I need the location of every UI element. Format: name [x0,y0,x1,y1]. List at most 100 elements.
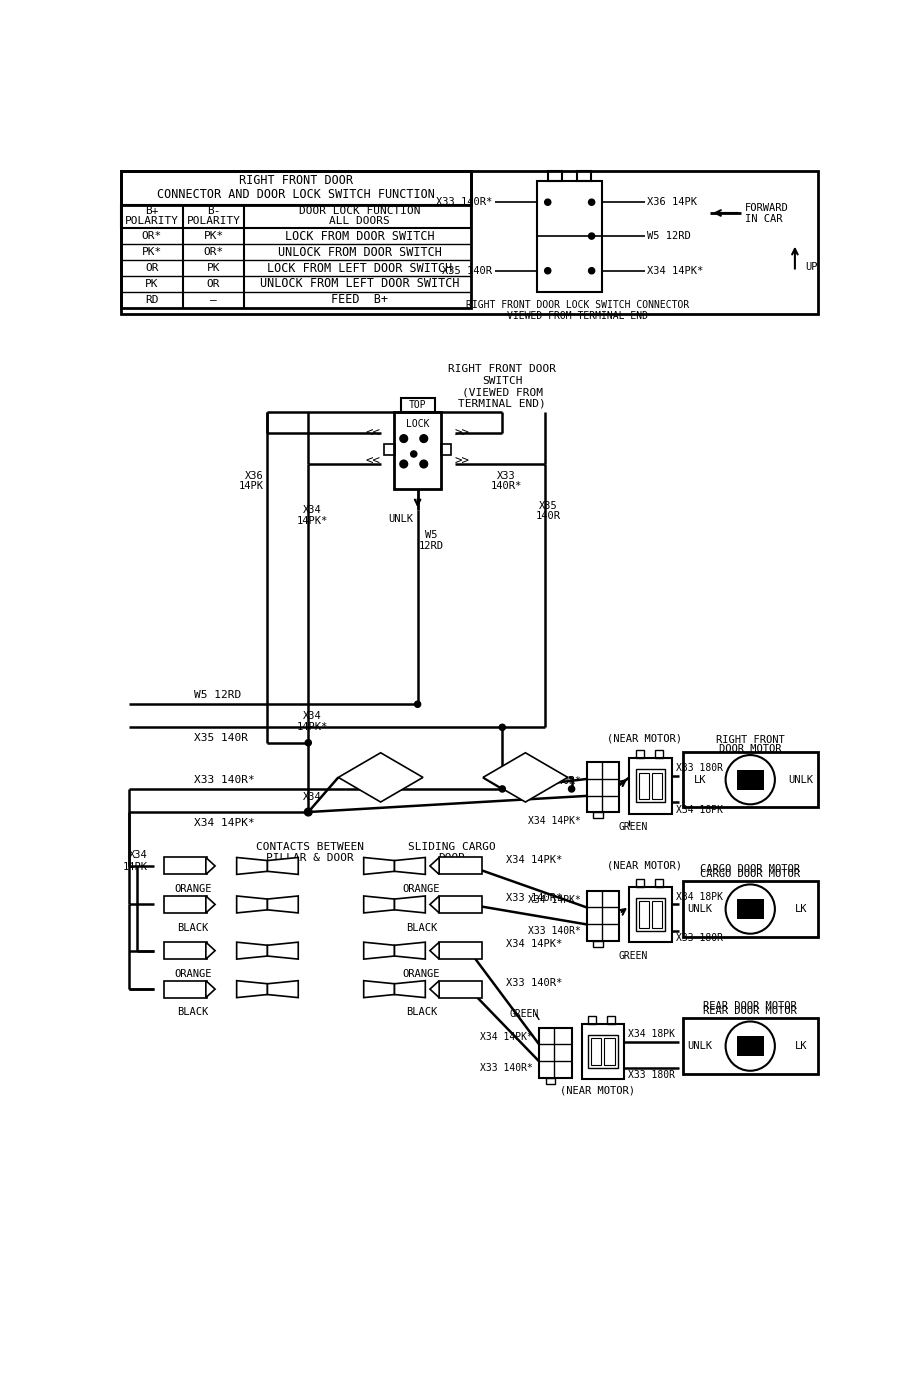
Circle shape [725,1022,774,1071]
Polygon shape [236,942,267,960]
Text: REAR DOOR MOTOR: REAR DOOR MOTOR [703,1005,796,1016]
Text: BLACK: BLACK [405,1007,437,1018]
Bar [683,1019,817,1074]
Text: (NEAR MOTOR): (NEAR MOTOR) [607,734,682,744]
Text: FEED  B+: FEED B+ [331,293,388,306]
Text: UNLK: UNLK [389,515,414,525]
Text: <<: << [365,427,380,439]
Text: X33 140R*: X33 140R* [194,775,255,785]
Text: X35: X35 [539,501,557,511]
Bar [586,761,618,812]
Text: SWITCH: SWITCH [482,376,522,386]
Polygon shape [482,753,567,801]
Text: ALL DOORS: ALL DOORS [329,216,390,226]
Circle shape [400,435,407,442]
Bar [638,772,648,799]
Text: OR: OR [207,280,220,289]
Bar [654,879,663,887]
Text: X34 18PK: X34 18PK [675,804,721,815]
Polygon shape [338,753,423,801]
Circle shape [588,200,594,205]
Text: BLACK: BLACK [177,1007,209,1018]
Circle shape [588,267,594,274]
Text: CONNECTOR AND DOOR LOCK SWITCH FUNCTION: CONNECTOR AND DOOR LOCK SWITCH FUNCTION [157,189,435,201]
Bar [586,891,618,940]
Text: X36 14PK: X36 14PK [646,197,697,207]
Text: PK: PK [145,280,158,289]
Text: RIGHT FRONT DOOR LOCK SWITCH CONNECTOR: RIGHT FRONT DOOR LOCK SWITCH CONNECTOR [465,300,688,310]
Text: X33 180R: X33 180R [675,763,721,772]
Polygon shape [267,858,298,874]
Text: W5: W5 [425,530,437,540]
Bar [635,879,643,887]
Bar [635,898,664,931]
Text: LOCK FROM DOOR SWITCH: LOCK FROM DOOR SWITCH [285,230,434,242]
Polygon shape [394,858,425,874]
Text: ORANGE: ORANGE [403,884,439,894]
Text: X34 14PK*: X34 14PK* [480,1031,532,1042]
Bar [438,980,481,997]
Text: 12RD: 12RD [418,541,444,551]
Text: PILLAR & DOOR: PILLAR & DOOR [266,854,353,863]
Circle shape [725,884,774,934]
Text: POLARITY: POLARITY [125,216,179,226]
Bar [440,443,451,454]
Text: X34 14PK*: X34 14PK* [505,939,562,950]
Circle shape [414,701,420,708]
Text: OR*: OR* [203,248,223,257]
Polygon shape [394,896,425,913]
Text: W5 12RD: W5 12RD [646,231,690,241]
Bar [587,1036,617,1069]
Text: X33>1: X33>1 [511,772,539,782]
Text: >>: >> [454,456,469,468]
Text: ORANGE: ORANGE [174,884,211,894]
Text: X34 18PK: X34 18PK [675,892,721,902]
Text: GREEN: GREEN [618,952,647,961]
Polygon shape [236,858,267,874]
Text: >>: >> [454,427,469,439]
Bar [165,942,207,960]
Polygon shape [206,980,215,997]
Bar [652,772,662,799]
Text: —: — [210,295,217,304]
Circle shape [568,786,574,792]
Text: LK: LK [693,775,706,785]
Bar [383,443,394,454]
Text: BLACK: BLACK [177,923,209,932]
Polygon shape [267,980,298,997]
Text: B+: B+ [145,207,158,216]
Text: B-: B- [207,207,220,216]
Text: X33 140R*: X33 140R* [480,1063,532,1073]
Bar [629,887,671,942]
Text: CARGO DOOR MOTOR: CARGO DOOR MOTOR [699,869,800,879]
Polygon shape [429,942,438,960]
Text: 14PK*: 14PK* [296,723,327,733]
Bar [635,750,643,759]
Text: X33 140R*: X33 140R* [505,894,562,903]
Polygon shape [206,858,215,874]
Bar [165,858,207,874]
Text: X33 140R*: X33 140R* [505,978,562,987]
Text: ORANGE: ORANGE [403,969,439,979]
Text: (NEAR MOTOR): (NEAR MOTOR) [607,861,682,870]
Text: RIGHT FRONT DOOR: RIGHT FRONT DOOR [448,365,556,375]
Text: IN CAR: IN CAR [744,215,781,224]
Text: X33 140R*: X33 140R* [528,777,580,786]
Text: UNLOCK FROM LEFT DOOR SWITCH: UNLOCK FROM LEFT DOOR SWITCH [260,277,460,291]
Text: W5 12RD: W5 12RD [194,690,242,700]
Text: LOCK FROM LEFT DOOR SWITCH: LOCK FROM LEFT DOOR SWITCH [267,262,452,274]
Text: UNLK: UNLK [788,775,812,785]
Bar [593,812,603,818]
Bar [638,901,648,928]
Polygon shape [363,942,394,960]
Circle shape [499,724,505,730]
Text: DOOR MOTOR: DOOR MOTOR [719,744,780,753]
Bar [121,171,471,205]
Text: X34: X34 [130,850,148,861]
Text: LOCK: LOCK [405,419,429,430]
Text: X34: X34 [302,792,321,801]
Text: LK: LK [794,905,807,914]
Bar [537,180,602,292]
Polygon shape [429,858,438,874]
Circle shape [419,460,427,468]
